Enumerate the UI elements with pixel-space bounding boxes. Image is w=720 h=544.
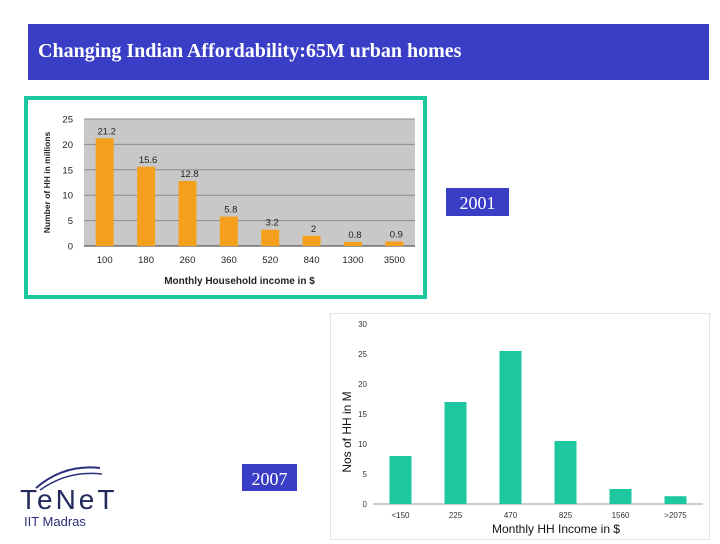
bar [609,489,632,504]
bar [261,229,280,246]
x-tick-label: 3500 [384,255,405,266]
x-tick-label: <150 [391,511,410,520]
y-tick-label: 5 [68,216,73,227]
x-tick-label: 100 [97,255,113,266]
bar [499,351,522,504]
chart-2007: 0 5 10 15 20 25 30 <150 225 470 825 1560 >2075 Monthl… [340,320,703,536]
year-label-2007: 2007 [242,464,297,491]
data-label: 0.9 [390,229,403,240]
chart-2001-frame: 0 5 10 15 20 25 21.2 100 15.6 180 12.8 260 5.8 360 3.2… [24,96,427,299]
bar [302,235,321,246]
y-tick-label: 10 [62,191,73,202]
y-axis-title: Nos of HH in M [340,391,354,472]
logo-institute: IIT Madras [24,514,86,529]
y-tick-label: 20 [62,140,73,151]
y-tick-label: 0 [68,242,73,253]
bar [554,441,577,504]
bar [343,241,362,246]
x-tick-label: 360 [221,255,237,266]
chart-2001: 0 5 10 15 20 25 21.2 100 15.6 180 12.8 260 5.8 360 3.2… [42,115,415,287]
data-label: 0.8 [348,230,361,241]
plot-area [84,119,415,246]
bar [389,456,412,504]
x-axis-title: Monthly HH Income in $ [492,522,620,536]
y-tick-label: 15 [62,165,73,176]
bar [444,402,467,504]
y-tick-label: 0 [363,500,368,509]
bar [178,180,197,246]
data-label: 21.2 [97,126,116,137]
bar [385,241,404,246]
x-tick-label: 520 [262,255,278,266]
y-tick-label: 25 [62,115,73,126]
x-tick-label: 180 [138,255,154,266]
data-label: 5.8 [224,205,237,216]
y-axis-title: Number of HH in millions [42,131,52,233]
logo-swoosh-icon [35,466,103,491]
x-tick-label: 225 [449,511,463,520]
y-tick-label: 15 [358,410,367,419]
slide-title: Changing Indian Affordability:65M urban … [38,40,462,62]
x-tick-label: 1300 [342,255,363,266]
x-tick-label: >2075 [664,511,687,520]
data-label: 3.2 [266,218,279,229]
x-tick-label: 840 [304,255,320,266]
y-tick-label: 25 [358,350,367,359]
data-label: 2 [311,224,316,235]
y-tick-label: 30 [358,320,367,329]
title-bar: Changing Indian Affordability:65M urban … [28,24,709,80]
tenet-logo: TeNeT IIT Madras [8,462,128,532]
bar [664,496,687,504]
data-label: 15.6 [139,155,158,166]
logo-wordmark: TeNeT [20,484,118,515]
x-axis-title: Monthly Household income in $ [164,276,315,287]
bar [95,138,114,246]
y-tick-label: 20 [358,380,367,389]
y-tick-label: 10 [358,440,367,449]
chart-2007-frame: 0 5 10 15 20 25 30 <150 225 470 825 1560 >2075 Monthl… [330,313,710,540]
bar [219,216,238,246]
y-tick-label: 5 [363,470,368,479]
x-tick-label: 470 [504,511,518,520]
x-tick-label: 1560 [612,511,630,520]
bar [137,166,156,246]
year-label-2001: 2001 [446,188,509,216]
x-tick-label: 825 [559,511,573,520]
x-tick-label: 260 [180,255,196,266]
data-label: 12.8 [180,169,199,180]
